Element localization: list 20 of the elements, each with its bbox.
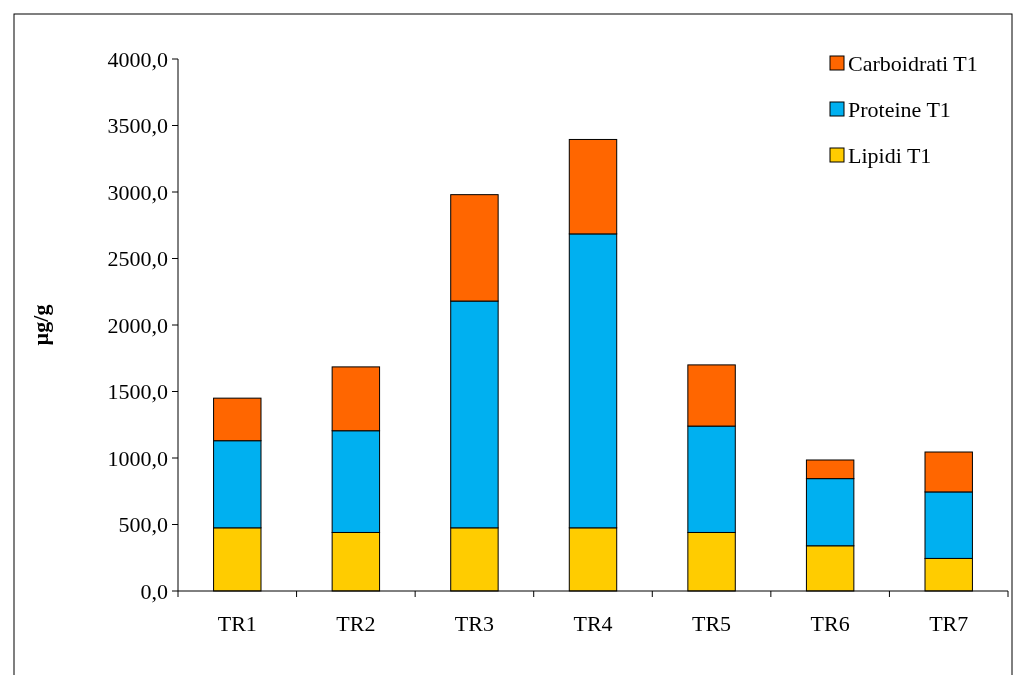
- legend-label: Proteine T1: [848, 96, 951, 122]
- y-tick-label: 2000,0: [107, 312, 168, 338]
- legend-label: Lipidi T1: [848, 142, 932, 168]
- x-tick-label: TR3: [454, 611, 494, 636]
- y-axis-title: µg/g: [28, 304, 53, 346]
- x-tick-label: TR1: [217, 611, 257, 636]
- y-tick-label: 500,0: [118, 512, 168, 538]
- x-tick-label: TR5: [692, 611, 732, 636]
- y-tick-label: 3000,0: [107, 179, 168, 205]
- y-tick-label: 3500,0: [107, 113, 168, 139]
- y-tick-label: 1000,0: [107, 445, 168, 471]
- y-tick-label: 1500,0: [107, 379, 168, 405]
- x-tick-label: TR7: [929, 611, 969, 636]
- x-tick-label: TR2: [336, 611, 376, 636]
- y-tick-label: 4000,0: [107, 46, 168, 72]
- y-tick-label: 0,0: [140, 578, 168, 604]
- x-tick-label: TR4: [573, 611, 613, 636]
- x-tick-label: TR6: [810, 611, 850, 636]
- legend-label: Carboidrati T1: [848, 50, 978, 76]
- y-tick-label: 2500,0: [107, 246, 168, 272]
